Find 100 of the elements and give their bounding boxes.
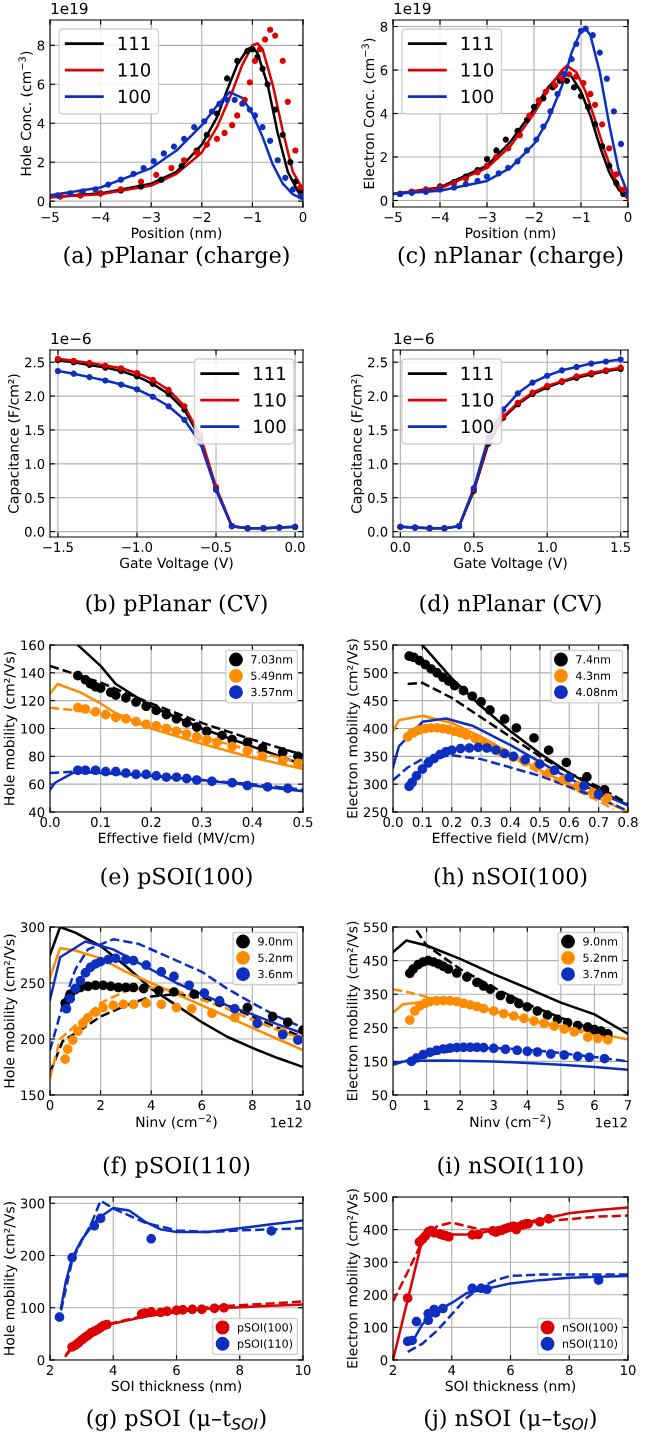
y-tick-label: 8	[380, 21, 388, 32]
y-tick-label: 4	[37, 118, 45, 129]
x-tick-label: −1	[244, 212, 261, 222]
legend-label: 100	[461, 419, 494, 434]
y-tick-label: 80	[29, 751, 45, 762]
y-tick-label: 350	[363, 989, 388, 1000]
legend-label: 100	[118, 89, 151, 104]
legend-label: 4.08nm	[575, 687, 618, 697]
y-tick-label: 300	[363, 779, 388, 790]
legend-label: 7.4nm	[576, 655, 610, 664]
x-tick-label: 0.1	[412, 817, 432, 828]
y-tick-label: 400	[363, 1224, 388, 1235]
x-tick-label: 0.2	[442, 817, 461, 828]
x-tick-label: 8	[249, 1100, 256, 1111]
y-tick-label: 2.5	[25, 357, 44, 368]
legend-label: 4.3nm	[575, 671, 610, 680]
legend-label: nSOI(100)	[563, 1322, 618, 1333]
y-tick-label: 2.0	[368, 391, 388, 402]
y-tick-label: 150	[21, 1090, 45, 1101]
y-tick-label: 2.5	[368, 357, 387, 368]
x-tick-label: 4	[109, 1365, 117, 1375]
y-tick-label: 60	[29, 779, 45, 790]
y-axis-title: Capacitance (F/cm²)	[350, 374, 365, 514]
x-tick-label: 2	[389, 1365, 396, 1375]
x-tick-label: 10	[296, 1100, 311, 1111]
y-tick-label: 100	[364, 1322, 388, 1333]
text: (g) pSOI (μ–t$_{SOI}$)	[87, 1409, 266, 1431]
y-tick-label: 0	[380, 195, 388, 206]
x-tick-label: 6	[198, 1100, 206, 1111]
text: (i) nSOI(110)	[438, 1156, 583, 1177]
y-axis-title: Electron mobility (cm²/Vs)	[346, 1189, 361, 1368]
legend-label: 3.57nm	[251, 687, 293, 697]
x-tick-label: 0	[389, 1100, 397, 1111]
x-axis-title: SOI thickness (nm)	[111, 1380, 242, 1393]
x-axis-title: Gate Voltage (V)	[120, 557, 233, 571]
x-axis-title: Position (nm)	[132, 227, 222, 240]
y-tick-label: 250	[363, 807, 388, 818]
x-tick-label: 0.7	[589, 817, 608, 828]
legend-label: 110	[254, 393, 286, 407]
x-tick-label: 0.2	[141, 817, 161, 828]
y-axis-title: Hole mobility (cm²/Vs)	[3, 934, 18, 1088]
legend-label: 111	[118, 36, 150, 50]
x-axis-title: Position (nm)	[466, 227, 556, 240]
x-tick-label: 7	[624, 1100, 632, 1110]
y-tick-label: 0.0	[25, 526, 45, 537]
y-tick-label: 1.5	[368, 425, 387, 436]
y-tick-label: 250	[363, 1023, 388, 1033]
x-tick-label: −1.0	[122, 542, 153, 553]
y-tick-label: 300	[20, 922, 45, 933]
y-tick-label: 450	[363, 695, 388, 706]
legend-label: 5.49nm	[251, 671, 293, 680]
y-tick-label: 450	[363, 955, 388, 966]
x-tick-label: 3	[490, 1100, 497, 1111]
legend-label: 111	[254, 366, 286, 380]
x-tick-label: 1.0	[538, 542, 557, 553]
y-axis-title: Electron mobility (cm²/Vs)	[346, 921, 361, 1101]
y-tick-label: 500	[363, 1192, 388, 1203]
x-tick-label: 0.3	[192, 817, 212, 828]
y-tick-label: 140	[21, 668, 45, 679]
y-tick-label: 0	[37, 196, 45, 207]
x-tick-label: 6	[173, 1365, 180, 1376]
x-tick-label: −3	[478, 212, 496, 223]
y-tick-label: 0	[380, 1355, 388, 1366]
x-tick-label: 6	[507, 1365, 514, 1376]
y-axis-title: Hole mobility (cm²/Vs)	[3, 652, 18, 805]
x-tick-label: 2	[46, 1365, 53, 1375]
x-tick-label: 0.6	[559, 817, 579, 828]
x-tick-label: 6	[591, 1100, 598, 1111]
x-axis-title: Ninv (cm$^{−2}$)	[470, 1114, 551, 1129]
x-tick-label: 5	[557, 1100, 564, 1111]
x-tick-label: −1	[572, 212, 590, 222]
x-tick-label: 1.5	[611, 542, 630, 553]
legend-label: 110	[461, 63, 494, 77]
x-tick-label: 8	[236, 1365, 244, 1376]
legend-label: 3.6nm	[258, 969, 293, 979]
y-tick-label: 8	[37, 40, 45, 51]
y-tick-label: 2	[380, 152, 387, 162]
text: (h) nSOI(100)	[434, 867, 587, 888]
x-tick-label: 0	[624, 212, 632, 223]
x-tick-label: 0.0	[390, 542, 410, 553]
x-axis-title: Effective field (MV/cm)	[98, 832, 255, 845]
legend-label: 111	[461, 366, 493, 380]
y-tick-label: 150	[364, 1056, 388, 1067]
y-tick-label: 2.0	[25, 391, 45, 402]
y-axis-title: Electron Conc. (cm$^{−3}$)	[361, 38, 376, 189]
y-tick-label: 6	[37, 79, 45, 90]
y-tick-label: 120	[21, 695, 45, 706]
text: (j) nSOI (μ–t$_{SOI}$)	[425, 1409, 596, 1431]
x-tick-label: 10	[296, 1365, 311, 1376]
legend-label: 110	[461, 393, 494, 407]
y-tick-label: 300	[20, 1198, 45, 1209]
y-tick-label: 400	[363, 723, 388, 734]
y-axis-title: Electron mobility (cm²/Vs)	[346, 639, 361, 818]
x-tick-label: −3	[142, 212, 160, 223]
y-tick-label: 250	[20, 978, 45, 989]
text: 1e12	[271, 1117, 302, 1128]
y-tick-label: 50	[372, 1090, 388, 1101]
x-tick-label: −0.5	[201, 542, 231, 553]
x-tick-label: 0.5	[464, 542, 484, 553]
x-tick-label: 0.8	[618, 817, 638, 828]
